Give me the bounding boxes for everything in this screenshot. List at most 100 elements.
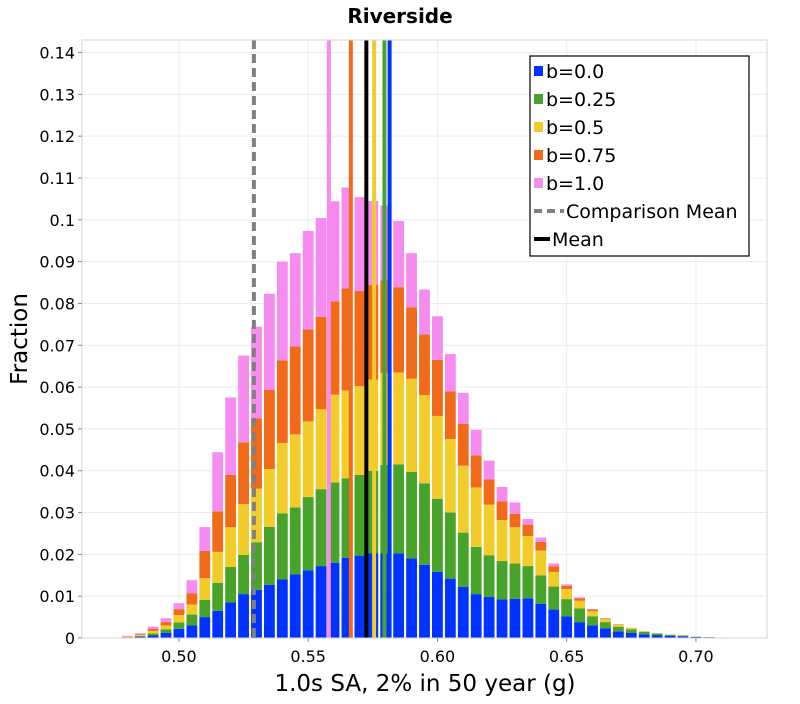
bar-segment (419, 395, 430, 483)
bar-segment (600, 619, 611, 622)
y-tick-label: 0.13 (39, 85, 75, 104)
bar-segment (290, 253, 301, 347)
bar-segment (160, 633, 171, 638)
bar-segment (186, 605, 197, 615)
bar-segment (238, 442, 249, 504)
bar-segment (626, 633, 637, 638)
bar-segment (160, 625, 171, 629)
y-tick-label: 0.05 (39, 420, 75, 439)
legend-label: b=1.0 (546, 173, 604, 195)
bar-segment (134, 636, 145, 637)
bar-segment (160, 618, 171, 622)
x-tick-label: 0.60 (420, 647, 456, 666)
bar-segment (173, 615, 184, 623)
bar-segment (522, 519, 533, 525)
bar-segment (548, 563, 559, 566)
x-tick-label: 0.55 (290, 647, 326, 666)
bar-segment (561, 589, 572, 599)
bar-segment (277, 360, 288, 443)
bar-segment (238, 594, 249, 638)
bar-segment (561, 586, 572, 589)
bar-segment (225, 527, 236, 567)
bar-segment (393, 287, 404, 372)
bar-segment (639, 632, 650, 635)
bar-segment (160, 629, 171, 633)
bar-segment (496, 600, 507, 638)
bar-segment (483, 597, 494, 638)
bar-segment (238, 555, 249, 594)
bar-segment (315, 409, 326, 489)
bar-segment (225, 397, 236, 475)
bar-segment (677, 635, 688, 636)
bar-segment (290, 347, 301, 435)
bar-segment (432, 499, 443, 572)
bar-segment (470, 487, 481, 546)
bar-segment (290, 574, 301, 638)
bar-segment (264, 293, 275, 390)
legend-label: Mean (552, 229, 604, 251)
bar-segment (160, 622, 171, 625)
bar-segment (173, 603, 184, 609)
y-tick-label: 0.06 (39, 378, 75, 397)
bar-segment (238, 355, 249, 442)
bar-segment (354, 197, 365, 291)
bar-segment (290, 508, 301, 575)
bar-segment (613, 627, 624, 632)
bar-segment (354, 386, 365, 475)
bar-segment (574, 622, 585, 638)
bar-segment (199, 600, 210, 617)
bar-segment (639, 634, 650, 638)
bar-segment (406, 472, 417, 559)
y-tick-label: 0.08 (39, 294, 75, 313)
y-tick-label: 0.07 (39, 336, 75, 355)
y-tick-label: 0.09 (39, 253, 75, 272)
bar-segment (458, 533, 469, 587)
bar-segment (393, 372, 404, 464)
bar-segment (587, 610, 598, 612)
bar-segment (315, 317, 326, 409)
legend-label: Comparison Mean (566, 201, 738, 223)
bar-segment (574, 608, 585, 622)
bar-segment (186, 625, 197, 638)
bar-segment (315, 489, 326, 566)
bar-segment (458, 424, 469, 466)
bar-segment (419, 289, 430, 334)
bar-segment (212, 611, 223, 638)
bar-segment (393, 554, 404, 638)
x-axis-label: 1.0s SA, 2% in 50 year (g) (274, 671, 575, 697)
bar-segment (212, 511, 223, 552)
y-tick-label: 0.11 (39, 169, 75, 188)
bar-segment (496, 520, 507, 561)
bar-segment (548, 587, 559, 610)
bar-segment (302, 497, 313, 570)
bar-segment (535, 542, 546, 551)
bar-segment (264, 527, 275, 585)
y-tick-label: 0.01 (39, 587, 75, 606)
legend-swatch (534, 150, 543, 160)
bar-segment (238, 504, 249, 555)
bar-segment (483, 555, 494, 597)
bar-segment (212, 552, 223, 583)
bar-segment (445, 579, 456, 638)
x-tick-label: 0.50 (161, 647, 197, 666)
bar-segment (613, 625, 624, 627)
bar-segment (535, 604, 546, 638)
bar-segment (548, 566, 559, 571)
bar-segment (561, 616, 572, 638)
bar-segment (315, 566, 326, 638)
y-tick-label: 0 (65, 629, 75, 648)
bar-segment (600, 618, 611, 619)
bar-segment (186, 615, 197, 626)
bar-segment (134, 634, 145, 635)
bar-segment (626, 628, 637, 629)
bar-segment (535, 537, 546, 542)
bar-segment (432, 416, 443, 499)
bar-segment (419, 565, 430, 638)
bar-segment (186, 593, 197, 604)
bar-segment (522, 525, 533, 536)
bar-segment (496, 561, 507, 599)
bar-segment (225, 602, 236, 638)
y-tick-label: 0.03 (39, 504, 75, 523)
